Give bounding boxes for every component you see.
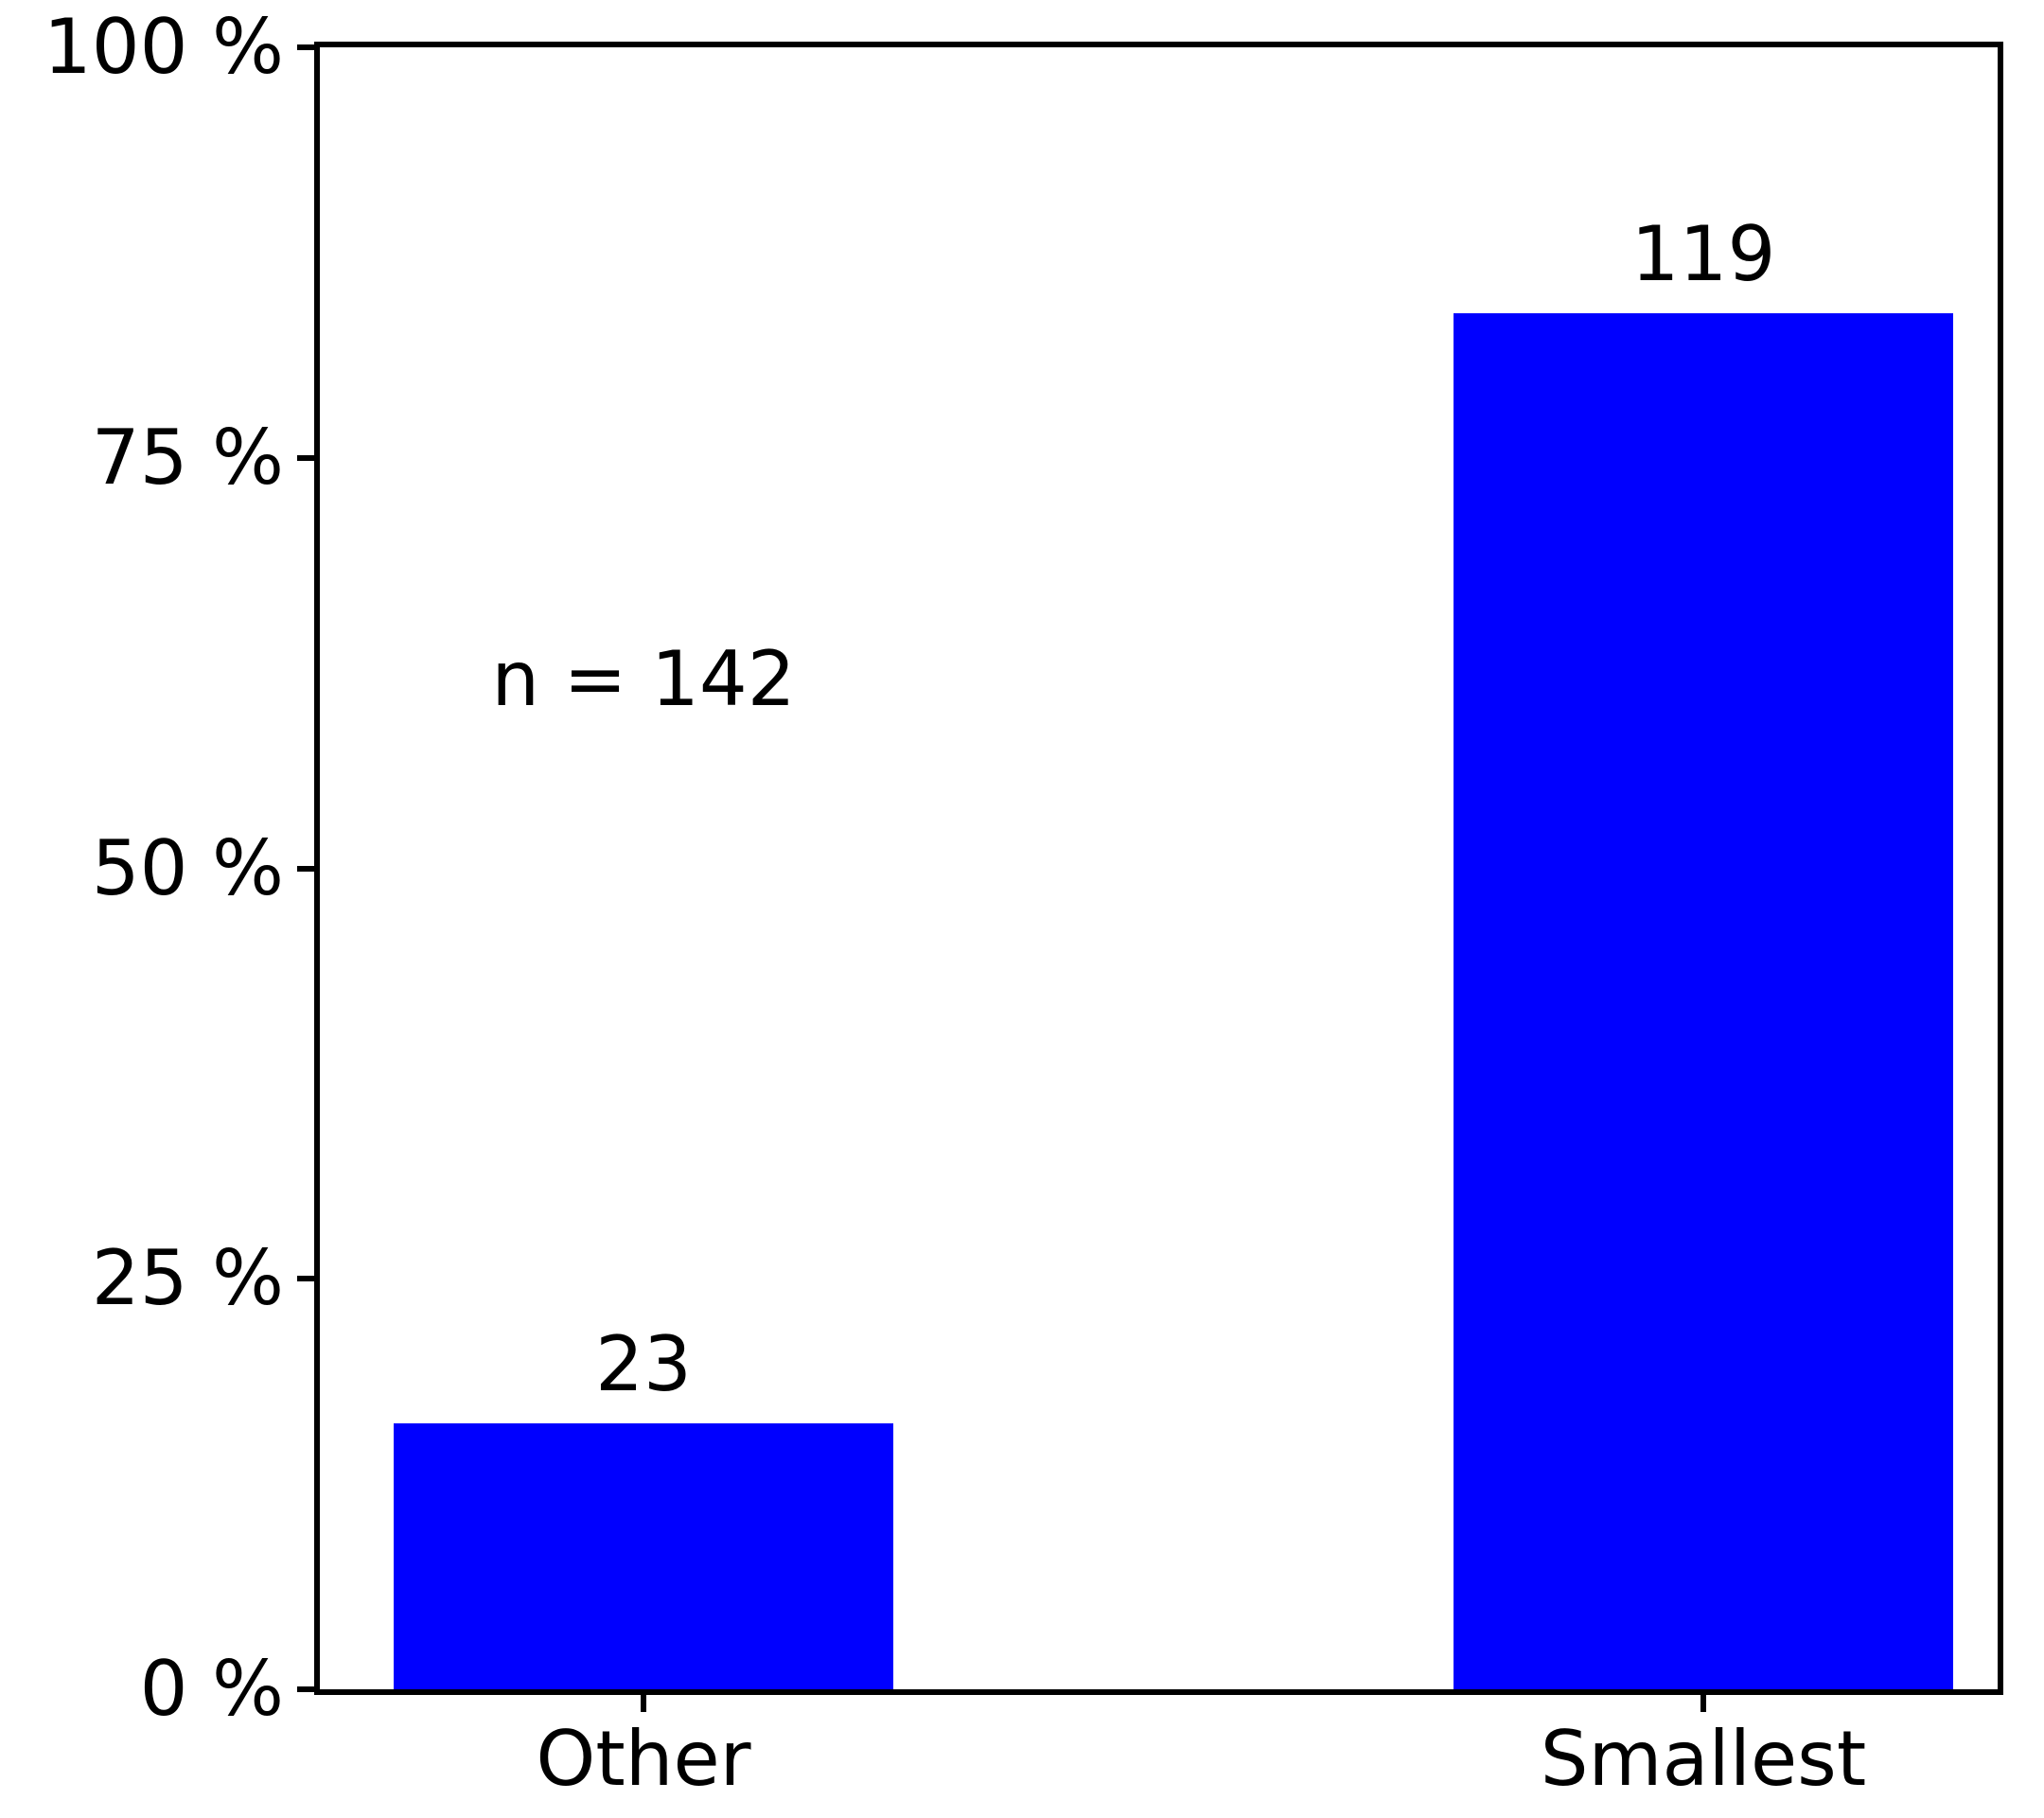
- x-tick-label-other: Other: [536, 1715, 751, 1803]
- bar-value-label-other: 23: [595, 1319, 692, 1408]
- y-tick-mark: [297, 1276, 314, 1282]
- y-tick-mark: [297, 454, 314, 461]
- bar-other: [394, 1422, 893, 1689]
- y-tick-label: 100 %: [43, 3, 284, 91]
- bar-smallest: [1454, 313, 1953, 1689]
- x-tick-label-smallest: Smallest: [1540, 1715, 1867, 1803]
- y-tick-label: 75 %: [91, 413, 284, 502]
- plot-area: n = 142 23 119: [314, 42, 2003, 1695]
- y-tick-mark: [297, 865, 314, 872]
- y-tick-mark: [297, 44, 314, 50]
- bar-value-label-smallest: 119: [1630, 210, 1776, 299]
- y-tick-label: 25 %: [91, 1234, 284, 1323]
- sample-size-annotation: n = 142: [491, 634, 796, 723]
- y-tick-mark: [297, 1686, 314, 1692]
- x-tick-mark: [1700, 1695, 1706, 1712]
- y-tick-label: 50 %: [91, 823, 284, 912]
- x-tick-mark: [641, 1695, 646, 1712]
- y-tick-label: 0 %: [139, 1645, 284, 1733]
